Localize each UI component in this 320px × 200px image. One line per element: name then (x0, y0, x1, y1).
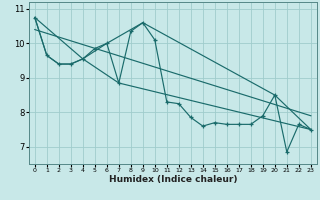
X-axis label: Humidex (Indice chaleur): Humidex (Indice chaleur) (108, 175, 237, 184)
